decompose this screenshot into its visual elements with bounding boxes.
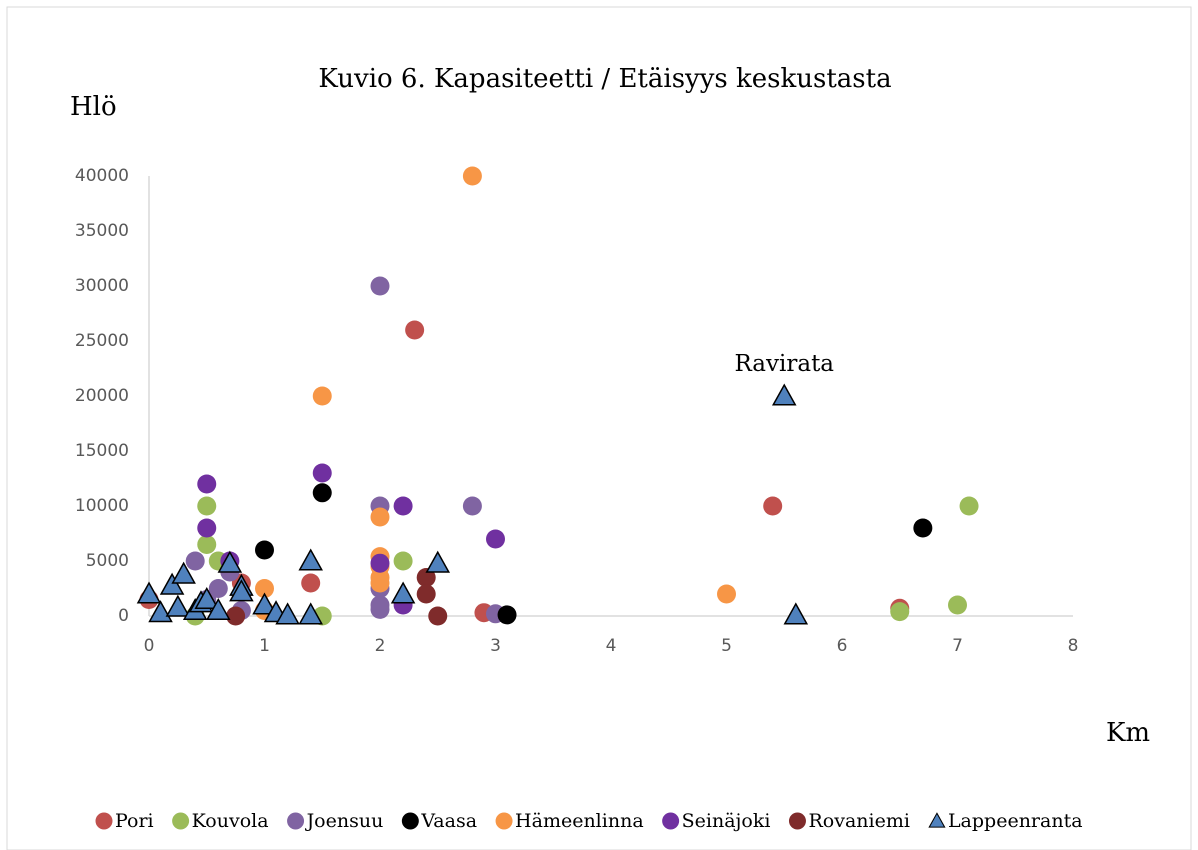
circle-marker <box>913 518 933 538</box>
triangle-marker <box>229 579 254 602</box>
circle-marker <box>312 483 332 503</box>
x-tick-label: 6 <box>837 636 848 656</box>
circle-marker <box>312 463 332 483</box>
y-axis-label: Hlö <box>70 92 117 122</box>
y-tick-label: 0 <box>118 606 129 626</box>
circle-marker <box>197 496 217 516</box>
circle-marker <box>197 474 217 494</box>
x-tick-label: 2 <box>375 636 386 656</box>
circle-marker <box>312 386 332 406</box>
legend-label: Pori <box>115 810 154 832</box>
x-tick-label: 5 <box>721 636 732 656</box>
triangle-marker <box>194 586 220 610</box>
circle-marker <box>370 507 390 527</box>
chart-frame <box>6 6 1192 850</box>
circle-marker <box>393 551 413 571</box>
triangle-marker <box>298 548 323 571</box>
legend-marker <box>928 812 946 828</box>
y-tick-label: 20000 <box>75 386 129 406</box>
circle-marker <box>185 551 205 571</box>
legend-label: Seinäjoki <box>682 810 771 832</box>
circle-marker <box>226 606 246 626</box>
x-tick-label: 7 <box>952 636 963 656</box>
triangle-marker <box>252 592 277 615</box>
triangle-marker <box>171 561 196 584</box>
triangle-marker <box>136 581 162 604</box>
legend-label: Kouvola <box>192 810 269 832</box>
x-axis-label: Km <box>1106 718 1150 748</box>
circle-marker <box>370 573 390 593</box>
triangle-marker <box>165 594 191 617</box>
legend-label: Hämeenlinna <box>515 810 644 832</box>
x-tick-label: 4 <box>606 636 617 656</box>
legend-marker <box>287 812 305 830</box>
circle-marker <box>959 496 979 516</box>
triangle-marker <box>771 383 797 406</box>
circle-marker <box>428 606 448 626</box>
legend-marker <box>172 812 190 830</box>
x-tick-label: 8 <box>1068 636 1079 656</box>
circle-marker <box>370 599 390 619</box>
x-tick-label: 0 <box>144 636 155 656</box>
circle-marker <box>301 573 321 593</box>
y-tick-label: 40000 <box>75 166 129 186</box>
circle-marker <box>370 276 390 296</box>
circle-marker <box>197 518 217 538</box>
circle-marker <box>393 496 413 516</box>
triangle-marker <box>206 597 231 621</box>
triangle-marker <box>783 602 809 625</box>
legend-label: Lappeenranta <box>948 810 1083 832</box>
circle-marker <box>486 529 505 549</box>
circle-marker <box>890 602 910 622</box>
circle-marker <box>405 320 425 340</box>
y-tick-label: 30000 <box>75 276 129 296</box>
circle-marker <box>255 579 274 598</box>
chart-title: Kuvio 6. Kapasiteetti / Etäisyys keskust… <box>318 64 891 94</box>
circle-marker <box>197 535 217 554</box>
y-tick-label: 35000 <box>75 221 129 241</box>
legend-label: Vaasa <box>420 810 477 832</box>
legend-label: Joensuu <box>305 810 384 832</box>
y-tick-label: 10000 <box>75 496 129 516</box>
y-tick-label: 15000 <box>75 441 129 461</box>
circle-marker <box>717 584 736 604</box>
annotation: Ravirata <box>734 351 834 377</box>
x-tick-label: 3 <box>490 636 501 656</box>
legend-marker <box>401 812 419 830</box>
legend-label: Rovaniemi <box>808 810 909 832</box>
legend-marker <box>788 812 806 830</box>
circle-marker <box>763 496 783 516</box>
triangle-marker <box>159 572 185 595</box>
circle-marker <box>416 584 436 604</box>
legend-marker <box>662 812 680 830</box>
circle-marker <box>255 540 274 560</box>
circle-marker <box>462 496 482 516</box>
circle-marker <box>497 605 517 625</box>
triangle-marker <box>298 602 323 625</box>
y-tick-label: 25000 <box>75 331 129 351</box>
circle-marker <box>948 595 967 615</box>
legend-marker <box>95 812 113 830</box>
circle-marker <box>370 553 390 573</box>
triangle-marker <box>217 550 243 573</box>
triangle-marker <box>425 550 451 573</box>
y-tick-label: 5000 <box>86 551 129 571</box>
circle-marker <box>462 166 482 186</box>
legend-marker <box>495 812 513 830</box>
triangle-marker <box>275 602 300 625</box>
x-tick-label: 1 <box>259 636 270 656</box>
triangle-marker <box>390 581 416 604</box>
